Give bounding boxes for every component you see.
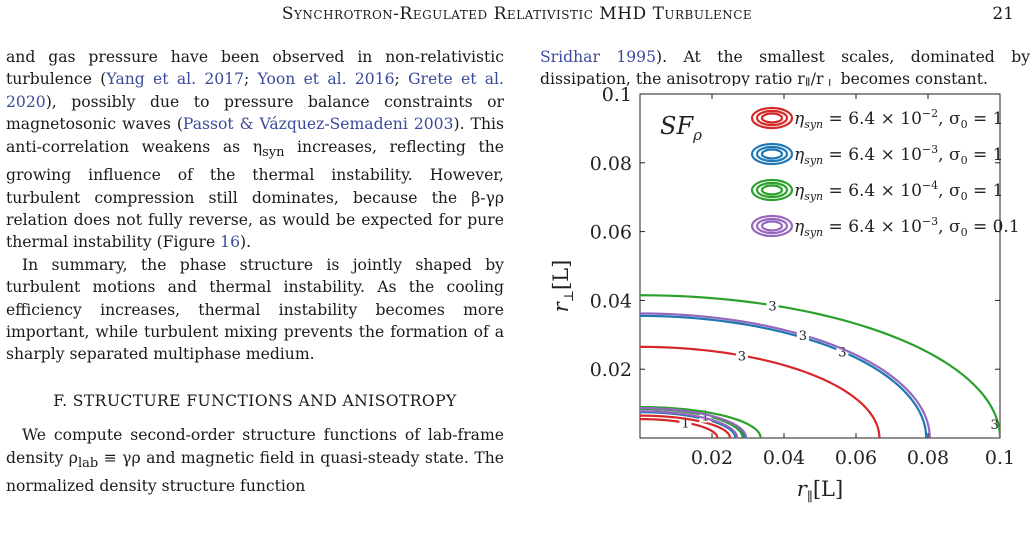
y-tick-label: 0.02 (590, 359, 632, 381)
left-column: and gas pressure have been observed in n… (6, 46, 504, 498)
running-title: Synchrotron-Regulated Relativistic MHD T… (281, 4, 753, 24)
legend-entry: ηsyn = 6.4 × 10−2, σ0 = 1 (794, 107, 1003, 131)
citation-yoon-2016[interactable]: Yoon et al. 2016 (257, 70, 395, 89)
legend-swatch-icon (750, 178, 794, 202)
panel-label: SFρ (660, 112, 702, 144)
citation-passot-1998[interactable]: Passot & Vázquez-Semadeni 2003 (182, 115, 454, 134)
contour-chart: 0.02 0.04 0.06 0.08 0.1 0.02 0.04 0.06 0.08 0.1 r∥… (530, 84, 1030, 529)
contour-level-label: 3 (799, 329, 807, 344)
contour-level-label: 1 (681, 417, 689, 432)
plot-frame (639, 93, 1001, 439)
contour-line (640, 417, 719, 438)
paragraph-anisotropy: Sridhar 1995). At the smallest scales, d… (540, 48, 1030, 92)
figure-ref-16[interactable]: 16 (220, 233, 240, 252)
y-tick-label: 0.06 (590, 222, 632, 244)
citation-grete-2020[interactable]: Grete et al. 2020 (6, 70, 504, 111)
contour-level-label: 3 (768, 299, 776, 314)
legend-entry: ηsyn = 6.4 × 10−3, σ0 = 0.1 (794, 215, 1020, 239)
right-column-text: Sridhar 1995). At the smallest scales, d… (540, 46, 1030, 92)
contour-line (640, 410, 739, 438)
legend: ηsyn = 6.4 × 10−2, σ0 = 1 ηsyn = 6.4 × 10… (750, 106, 1020, 239)
page-number: 21 (992, 4, 1014, 24)
x-tick-label: 0.08 (907, 447, 949, 469)
legend-swatch-icon (750, 214, 794, 238)
contour-label-bg (766, 297, 779, 313)
contour-line (640, 312, 931, 438)
x-tick-label: 0.06 (835, 447, 877, 469)
contour-label-bg (796, 327, 809, 343)
page-header: Synchrotron-Regulated Relativistic MHD T… (0, 0, 1034, 30)
paragraph-summary: In summary, the phase structure is joint… (6, 255, 504, 364)
citation-sridhar-1995[interactable]: Sridhar 1995 (540, 48, 657, 66)
contour-line (640, 405, 762, 438)
y-tick-label: 0.08 (590, 153, 632, 175)
contour-line (640, 345, 881, 438)
contour-level-label: 3 (738, 350, 746, 365)
structure-function-figure: 0.02 0.04 0.06 0.08 0.1 0.02 0.04 0.06 0.08 0.1 r∥… (530, 84, 1030, 529)
y-tick-label: 0.04 (590, 290, 632, 312)
x-tick-label: 0.1 (985, 447, 1015, 469)
contour-line (640, 406, 748, 438)
x-tick-label: 0.04 (763, 447, 805, 469)
x-tick-label: 0.02 (691, 447, 733, 469)
y-axis-label: r⊥[L] (549, 260, 577, 313)
contour-label-bg (735, 347, 748, 363)
contour-line (640, 294, 1000, 438)
citation-yang-2017[interactable]: Yang et al. 2017 (106, 70, 245, 89)
contour-level-label: 3 (990, 418, 998, 433)
paragraph-phase-correlation: and gas pressure have been observed in n… (6, 48, 505, 252)
legend-entry: ηsyn = 6.4 × 10−4, σ0 = 1 (794, 179, 1003, 203)
contour-level-label: 1 (701, 409, 709, 424)
y-tick-label: 0.1 (602, 86, 632, 106)
legend-swatch-icon (750, 142, 794, 166)
legend-swatch-icon (750, 106, 794, 130)
legend-entry: ηsyn = 6.4 × 10−3, σ0 = 1 (794, 143, 1003, 167)
paragraph-structure-functions: We compute second-order structure functi… (6, 426, 504, 496)
contour-level-label: 3 (838, 346, 846, 361)
section-heading: F. STRUCTURE FUNCTIONS AND ANISOTROPY (53, 391, 457, 410)
x-axis-label: r∥[L] (797, 477, 843, 505)
